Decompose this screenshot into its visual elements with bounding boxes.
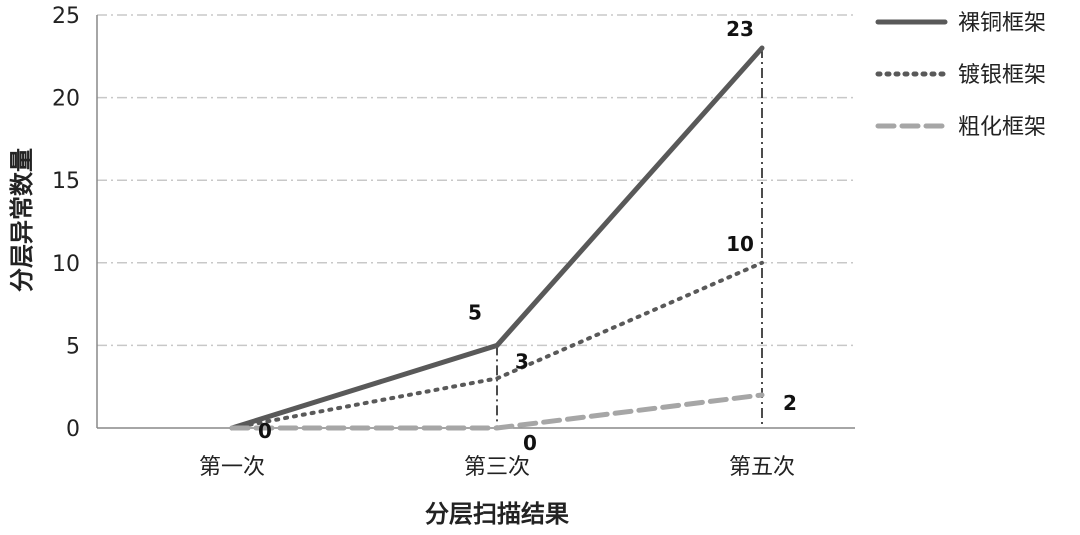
- x-axis-title: 分层扫描结果: [425, 500, 569, 528]
- series-line: [229, 45, 765, 431]
- series-line: [230, 260, 764, 430]
- data-label: 10: [726, 232, 754, 256]
- y-tick-label: 25: [52, 4, 80, 29]
- y-tick-label: 15: [52, 169, 80, 194]
- data-label: 5: [468, 300, 482, 324]
- y-tick-label: 10: [52, 252, 80, 277]
- series-line: [229, 392, 765, 431]
- y-tick-label: 20: [52, 87, 80, 112]
- data-label: 2: [783, 391, 797, 415]
- data-label: 23: [726, 17, 754, 41]
- x-tick-label: 第五次: [729, 455, 795, 480]
- y-axis-title: 分层异常数量: [8, 148, 36, 292]
- data-label: 0: [523, 431, 537, 455]
- legend-label: 裸铜框架: [958, 11, 1046, 36]
- y-tick-label: 5: [66, 334, 80, 359]
- y-tick-label: 0: [66, 417, 80, 442]
- x-tick-label: 第三次: [464, 455, 530, 480]
- legend-label: 镀银框架: [958, 63, 1046, 88]
- legend-label: 粗化框架: [958, 115, 1046, 140]
- data-label: 0: [258, 419, 272, 443]
- x-tick-label: 第一次: [199, 455, 265, 480]
- data-label: 3: [515, 349, 529, 373]
